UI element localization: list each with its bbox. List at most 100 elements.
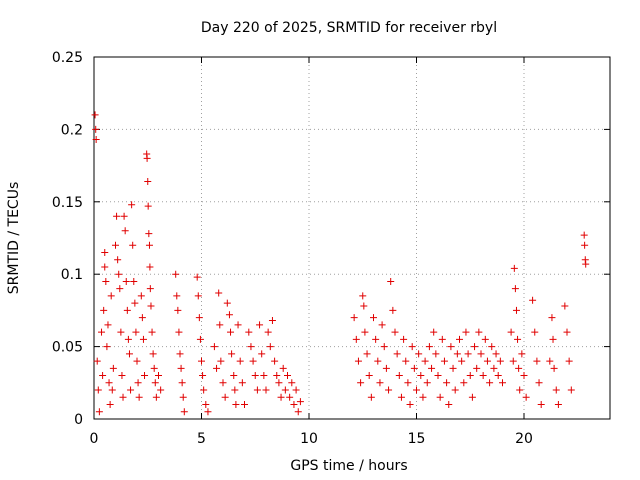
data-point — [127, 386, 135, 394]
data-point — [458, 357, 466, 365]
data-point — [134, 379, 142, 387]
data-point — [245, 328, 253, 336]
data-point — [374, 357, 382, 365]
data-point — [107, 292, 115, 300]
data-point — [533, 357, 541, 365]
data-point — [95, 408, 103, 416]
data-point — [367, 393, 375, 401]
data-point — [370, 314, 377, 322]
data-point — [387, 277, 395, 285]
data-point — [486, 379, 494, 387]
data-point — [423, 379, 431, 387]
data-point — [109, 364, 117, 372]
data-point — [119, 393, 127, 401]
data-point — [385, 386, 393, 394]
data-point — [518, 350, 526, 358]
data-point — [148, 328, 156, 336]
data-point — [120, 212, 128, 220]
data-point — [509, 357, 517, 365]
data-point — [216, 321, 224, 329]
data-point — [471, 343, 479, 351]
y-tick-label: 0.25 — [52, 50, 83, 66]
data-point — [288, 379, 296, 387]
data-point — [199, 372, 207, 380]
data-point — [531, 328, 539, 336]
data-point — [380, 343, 388, 351]
data-point — [147, 302, 155, 310]
data-point — [196, 335, 204, 343]
data-point — [247, 343, 255, 351]
data-point — [234, 321, 242, 329]
data-point — [436, 393, 444, 401]
data-point — [204, 408, 212, 416]
data-point — [567, 386, 575, 394]
data-point — [193, 273, 201, 281]
data-point — [425, 343, 433, 351]
data-point — [176, 350, 184, 358]
data-point — [99, 372, 107, 380]
data-point — [395, 372, 403, 380]
data-point — [266, 343, 274, 351]
data-point — [361, 328, 369, 336]
data-point — [376, 379, 384, 387]
data-point — [175, 328, 183, 336]
data-point — [488, 343, 496, 351]
data-point — [123, 306, 131, 314]
data-point — [372, 335, 380, 343]
data-point — [258, 350, 266, 358]
data-point — [179, 393, 187, 401]
data-point — [296, 398, 304, 406]
data-point — [145, 230, 153, 238]
data-point — [144, 202, 152, 210]
data-point — [260, 372, 268, 380]
data-point — [92, 125, 100, 133]
data-point — [434, 372, 442, 380]
data-point — [294, 408, 302, 416]
data-point — [155, 372, 162, 380]
data-point — [215, 289, 223, 297]
data-point — [481, 335, 489, 343]
data-point — [286, 393, 294, 401]
data-point — [98, 328, 106, 336]
data-point — [138, 314, 146, 322]
data-point — [105, 379, 113, 387]
data-point — [419, 393, 427, 401]
data-point — [284, 372, 291, 380]
data-point — [438, 335, 446, 343]
x-tick-label: 20 — [515, 431, 533, 447]
data-point — [202, 401, 210, 409]
data-point — [565, 357, 573, 365]
data-point — [382, 364, 390, 372]
data-point — [546, 357, 554, 365]
data-point — [563, 328, 571, 336]
data-point — [132, 328, 140, 336]
data-point — [108, 386, 116, 394]
data-point — [515, 364, 523, 372]
data-point — [550, 364, 558, 372]
data-point — [112, 241, 119, 249]
data-point — [124, 335, 132, 343]
data-point — [490, 364, 498, 372]
data-point — [363, 350, 371, 358]
data-point — [268, 317, 276, 325]
data-point — [131, 299, 139, 307]
data-point — [149, 350, 157, 358]
data-point — [115, 270, 123, 278]
y-axis-label: SRMTID / TECUs — [6, 182, 22, 295]
data-point — [198, 357, 205, 365]
data-point — [91, 111, 99, 119]
data-point — [146, 263, 154, 271]
data-point — [443, 379, 451, 387]
data-point — [537, 401, 545, 409]
data-point — [354, 357, 362, 365]
data-point — [102, 277, 110, 285]
data-point — [100, 306, 108, 314]
data-point — [238, 379, 246, 387]
data-point — [128, 201, 136, 209]
data-point — [275, 379, 283, 387]
plot-frame — [93, 56, 611, 420]
data-point — [144, 178, 152, 186]
data-point — [213, 364, 221, 372]
x-axis-label: GPS time / hours — [290, 458, 407, 474]
